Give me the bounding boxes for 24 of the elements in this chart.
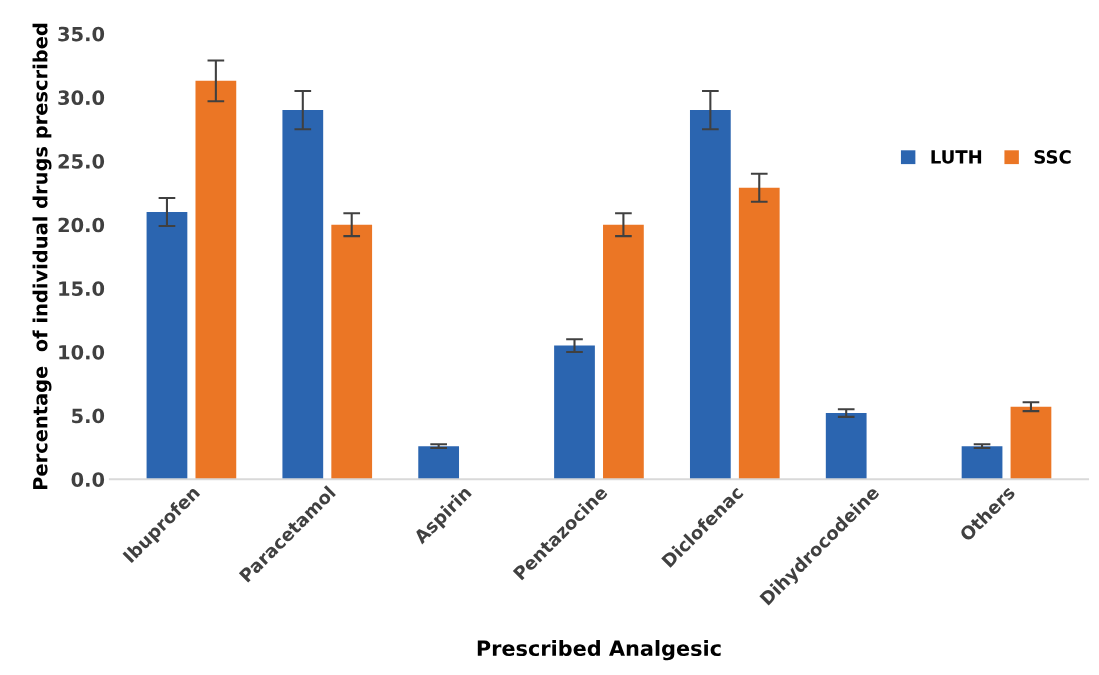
y-tick-label: 0.0: [71, 472, 105, 487]
x-axis-title: Prescribed Analgesic: [477, 639, 721, 661]
y-tick-label: 15.0: [59, 281, 105, 296]
bar: [738, 187, 780, 480]
legend-label: LUTH: [931, 150, 982, 164]
bar: [282, 110, 324, 480]
y-tick-label: 10.0: [59, 344, 105, 360]
bar: [689, 110, 731, 480]
bar: [603, 224, 644, 480]
y-axis-title: Percentage of individual drugs prescribed: [32, 23, 52, 490]
y-tick-label: 35.0: [58, 26, 105, 42]
legend-label: SSC: [1034, 150, 1071, 164]
y-tick-label: 20.0: [58, 217, 105, 233]
bar: [146, 211, 188, 480]
y-tick-label: 5.0: [72, 408, 105, 424]
bar: [1010, 406, 1052, 480]
bar: [331, 224, 373, 480]
bar: [418, 446, 460, 480]
y-tick-label: 25.0: [58, 153, 105, 169]
bar: [195, 80, 237, 480]
bar: [554, 345, 595, 480]
bar: [961, 446, 1003, 480]
y-tick-label: 30.0: [58, 90, 105, 106]
bar: [825, 413, 867, 480]
